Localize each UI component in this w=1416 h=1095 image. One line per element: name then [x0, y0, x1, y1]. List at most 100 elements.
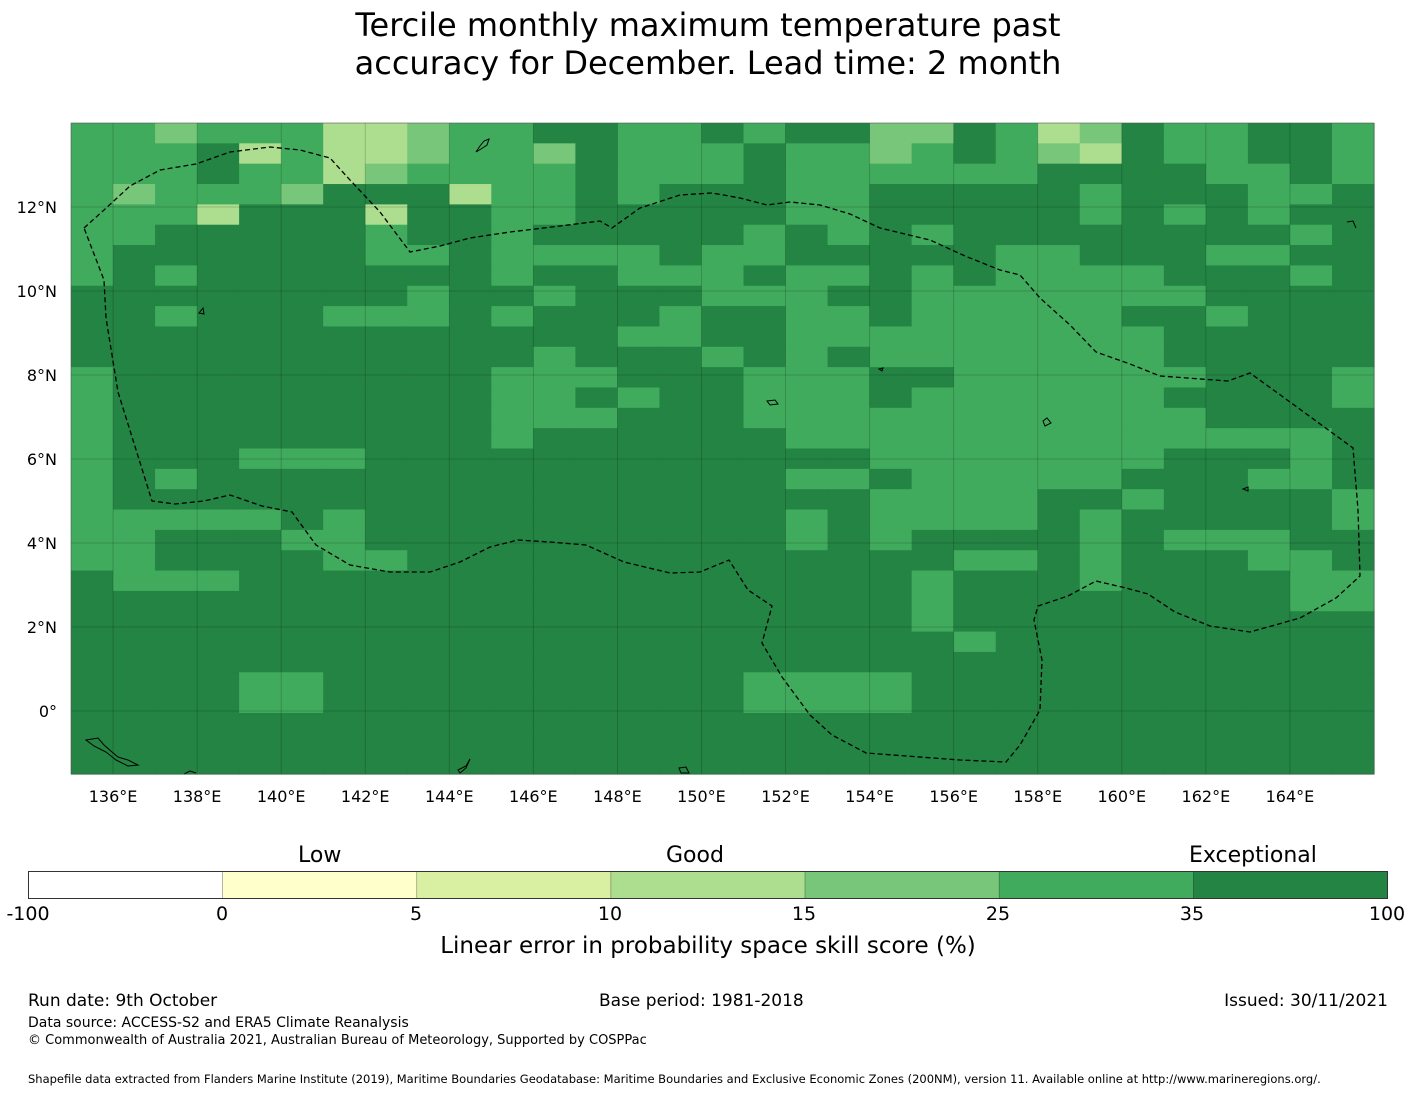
colorbar-tick: 35 — [1179, 903, 1205, 925]
grid-cell — [1163, 407, 1207, 429]
grid-cell — [323, 245, 366, 266]
grid-cell — [995, 753, 1039, 775]
grid-cell — [827, 448, 871, 470]
grid-cell — [869, 651, 913, 673]
grid-cell — [1247, 733, 1291, 755]
grid-cell — [911, 245, 955, 266]
grid-cell — [239, 306, 282, 328]
grid-cell — [365, 387, 408, 409]
grid-cell — [743, 712, 787, 734]
grid-cell — [1121, 285, 1165, 307]
grid-cell — [323, 367, 366, 389]
grid-cell — [239, 224, 282, 246]
grid-cell — [1079, 387, 1123, 409]
grid-cell — [1163, 468, 1207, 490]
grid-cell — [617, 651, 661, 673]
island-outline — [1346, 220, 1357, 229]
grid-cell — [1121, 672, 1165, 694]
grid-cell — [575, 163, 619, 185]
grid-cell — [701, 285, 745, 307]
grid-cell — [1289, 367, 1333, 389]
grid-cell — [1163, 123, 1207, 144]
grid-cell — [827, 407, 871, 429]
grid-cell — [1037, 285, 1081, 307]
grid-cell — [155, 651, 198, 673]
grid-cell — [113, 265, 156, 287]
grid-cell — [407, 143, 450, 165]
grid-cell — [1247, 631, 1291, 653]
grid-cell — [953, 611, 997, 633]
grid-cell — [701, 712, 745, 734]
longitude-tick: 156°E — [929, 787, 978, 806]
grid-cell — [407, 184, 450, 205]
grid-cell — [1205, 529, 1249, 551]
grid-cell — [491, 407, 534, 429]
grid-cell — [1037, 346, 1081, 368]
grid-cell — [365, 265, 408, 287]
grid-cell — [953, 346, 997, 368]
grid-cell — [239, 651, 282, 673]
grid-cell — [113, 245, 156, 266]
grid-cell — [785, 184, 829, 205]
grid-cell — [449, 570, 492, 592]
grid-cell — [1289, 611, 1333, 633]
grid-cell — [701, 245, 745, 266]
grid-cell — [1121, 428, 1165, 450]
grid-cell — [449, 692, 492, 714]
title-line-1: Tercile monthly maximum temperature past — [355, 6, 1061, 44]
grid-cell — [995, 529, 1039, 551]
grid-cell — [785, 570, 829, 592]
grid-cell — [1205, 509, 1249, 531]
grid-cell — [449, 265, 492, 287]
longitude-tick: 150°E — [677, 787, 726, 806]
grid-cell — [869, 733, 913, 755]
colorbar-bin — [998, 871, 1194, 899]
grid-cell — [365, 631, 408, 653]
grid-cell — [365, 407, 408, 429]
grid-cell — [953, 590, 997, 612]
colorbar-bin — [28, 871, 223, 899]
skill-score-grid — [71, 123, 1375, 775]
grid-cell — [323, 306, 366, 328]
grid-cell — [911, 224, 955, 246]
grid-cell — [533, 326, 576, 348]
category-label-good: Good — [666, 843, 724, 868]
grid-cell — [701, 631, 745, 653]
grid-cell — [407, 611, 450, 633]
grid-cell — [1037, 529, 1081, 551]
grid-cell — [1331, 245, 1375, 266]
grid-cell — [869, 570, 913, 592]
grid-cell — [575, 346, 619, 368]
grid-cell — [1247, 509, 1291, 531]
grid-cell — [659, 428, 703, 450]
grid-cell — [743, 387, 787, 409]
grid-cell — [701, 529, 745, 551]
grid-cell — [281, 489, 324, 511]
grid-cell — [407, 387, 450, 409]
grid-cell — [785, 367, 829, 389]
grid-cell — [113, 224, 156, 246]
grid-cell — [995, 184, 1039, 205]
grid-cell — [71, 631, 114, 653]
grid-cell — [575, 489, 619, 511]
grid-cell — [1331, 631, 1375, 653]
grid-cell — [1331, 204, 1375, 226]
grid-cell — [197, 468, 240, 490]
grid-cell — [575, 143, 619, 165]
latitude-tick: 10°N — [17, 282, 57, 301]
island-outline — [766, 399, 779, 406]
grid-cell — [1121, 712, 1165, 734]
grid-cell — [995, 224, 1039, 246]
colorbar — [28, 871, 1388, 899]
grid-cell — [239, 631, 282, 653]
grid-cell — [701, 672, 745, 694]
grid-cell — [1247, 407, 1291, 429]
grid-cell — [575, 224, 619, 246]
grid-cell — [1037, 651, 1081, 673]
grid-cell — [155, 550, 198, 572]
grid-cell — [1205, 204, 1249, 226]
grid-cell — [197, 570, 240, 592]
grid-cell — [911, 143, 955, 165]
grid-cell — [827, 346, 871, 368]
grid-cell — [1121, 631, 1165, 653]
